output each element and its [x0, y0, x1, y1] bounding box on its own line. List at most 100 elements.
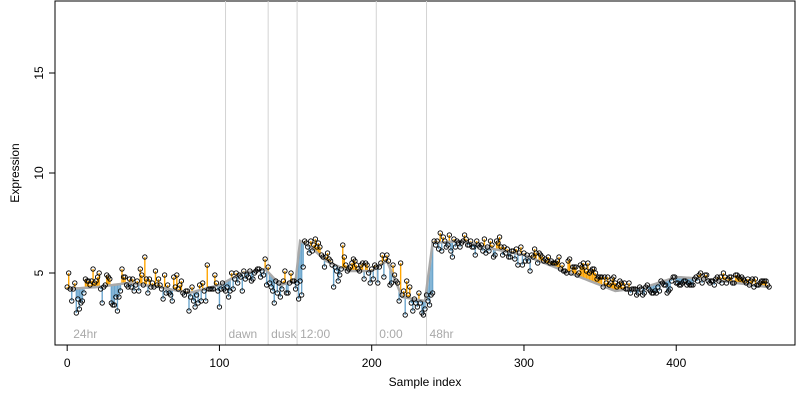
data-point	[308, 238, 314, 244]
data-point	[373, 264, 379, 270]
data-point	[116, 294, 122, 300]
data-point	[169, 298, 175, 304]
data-point	[667, 286, 673, 292]
data-point	[589, 266, 596, 272]
data-point	[416, 290, 422, 296]
data-point	[519, 262, 526, 268]
data-point	[200, 280, 206, 286]
data-point	[359, 260, 366, 266]
data-point	[79, 298, 86, 304]
x-axis-label: Sample index	[389, 375, 462, 389]
data-point	[600, 284, 606, 290]
data-point	[478, 242, 484, 248]
data-point	[708, 278, 714, 284]
data-point	[471, 244, 477, 250]
data-point	[119, 266, 125, 272]
data-point	[661, 282, 667, 288]
data-point	[280, 278, 287, 284]
data-point	[533, 250, 539, 256]
data-point	[375, 280, 381, 286]
corner-label: 24hr	[73, 327, 97, 341]
data-point	[694, 278, 701, 284]
data-point	[140, 282, 146, 288]
data-point	[481, 236, 488, 242]
data-point	[218, 286, 224, 292]
data-point	[75, 296, 81, 302]
data-point	[230, 286, 236, 292]
data-point	[513, 246, 520, 252]
data-point	[209, 286, 215, 292]
data-point	[125, 284, 131, 290]
data-point	[321, 264, 328, 270]
data-point	[224, 284, 230, 290]
data-point	[285, 290, 291, 296]
data-point	[192, 304, 198, 310]
data-point	[155, 276, 162, 282]
data-point	[598, 274, 605, 280]
data-point	[367, 280, 373, 286]
data-point	[212, 272, 218, 278]
data-point	[728, 274, 734, 280]
data-point	[556, 254, 562, 260]
data-point	[635, 290, 641, 296]
data-point	[110, 302, 116, 308]
data-point	[417, 300, 424, 306]
data-point	[702, 272, 708, 278]
data-point	[136, 288, 142, 294]
data-point	[656, 288, 663, 294]
x-tick-label: 200	[362, 356, 382, 370]
data-point	[343, 262, 349, 268]
data-point	[139, 272, 145, 278]
data-point	[207, 286, 213, 292]
data-point	[496, 234, 503, 240]
data-point	[276, 280, 282, 286]
data-point	[632, 286, 638, 292]
data-point	[681, 278, 687, 284]
data-point	[210, 286, 217, 292]
data-point	[752, 276, 759, 282]
data-point	[288, 270, 294, 276]
data-point	[690, 282, 696, 288]
data-point	[204, 262, 210, 268]
data-point	[111, 302, 118, 308]
data-point	[190, 298, 197, 304]
y-tick-label: 5	[32, 269, 46, 276]
data-point	[420, 312, 427, 318]
data-point	[187, 294, 194, 300]
data-point	[726, 274, 733, 280]
data-point	[186, 308, 192, 314]
data-point	[183, 288, 189, 294]
data-point	[107, 276, 113, 282]
data-point	[130, 276, 136, 282]
data-point	[114, 308, 121, 314]
data-point	[545, 254, 551, 260]
x-tick-label: 100	[209, 356, 229, 370]
data-point	[629, 286, 635, 292]
data-point	[468, 238, 474, 244]
data-point	[254, 266, 261, 272]
data-point	[527, 268, 533, 274]
data-point	[277, 294, 283, 300]
data-point	[766, 284, 772, 290]
data-point	[611, 274, 617, 280]
data-point	[238, 274, 244, 280]
data-point	[623, 286, 629, 292]
y-axis-label: Expression	[8, 143, 22, 202]
data-point	[512, 256, 518, 262]
data-point	[137, 266, 143, 272]
event-marker-label: 0:00	[379, 327, 403, 341]
data-point	[312, 236, 319, 242]
data-point	[442, 238, 448, 244]
data-point	[364, 262, 370, 268]
data-point	[404, 278, 410, 284]
data-point	[203, 298, 209, 304]
point-layer	[64, 230, 772, 318]
data-point	[687, 282, 693, 288]
data-point	[73, 310, 79, 316]
data-point	[672, 274, 678, 280]
data-point	[305, 244, 311, 250]
data-point	[232, 276, 238, 282]
data-point	[704, 272, 710, 278]
data-point	[241, 268, 247, 274]
data-point	[292, 286, 299, 292]
